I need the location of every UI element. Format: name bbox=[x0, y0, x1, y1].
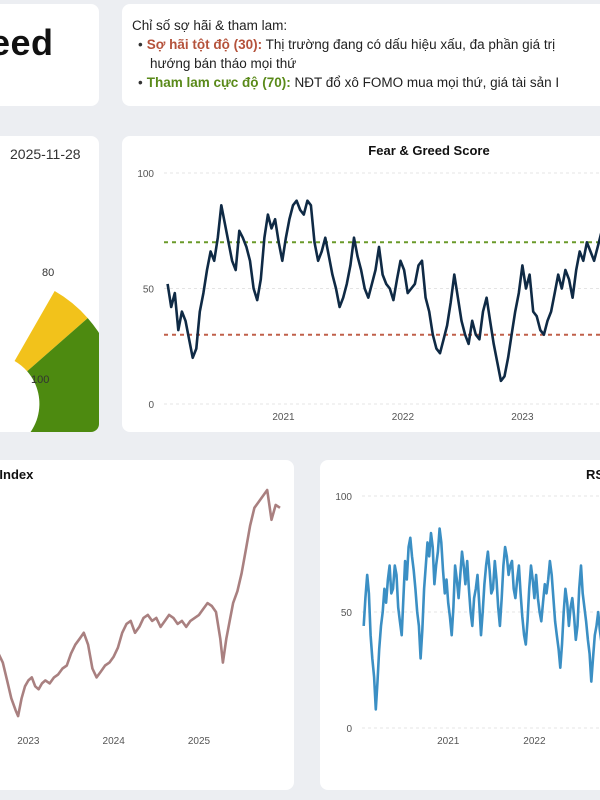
fear-greed-ytick-label: 50 bbox=[143, 285, 155, 296]
fear-greed-chart: Fear & Greed Score 0 50 100 2021 2022 2023 bbox=[137, 143, 600, 423]
legend-text: Chỉ số sợ hãi & tham lam: • Sợ hãi tột độ… bbox=[132, 16, 559, 92]
legend-fear-row: • Sợ hãi tột độ (30): Thị trường đang có … bbox=[138, 37, 556, 52]
gauge-yellow-segment bbox=[14, 291, 88, 372]
gauge-green-segment bbox=[27, 318, 99, 432]
rsi-series-line bbox=[362, 527, 600, 711]
fear-greed-xtick-label: 2021 bbox=[272, 412, 295, 423]
legend-card: Chỉ số sợ hãi & tham lam: • Sợ hãi tột độ… bbox=[122, 4, 600, 106]
gauge-tick-100: 100 bbox=[31, 374, 49, 386]
rsi-ytick-label: 100 bbox=[335, 492, 352, 503]
nindex-title: NIndex bbox=[0, 467, 34, 482]
fear-greed-xtick-label: 2023 bbox=[511, 412, 534, 423]
page-title: eed bbox=[0, 22, 54, 63]
gauge-svg: 80 100 bbox=[14, 267, 99, 432]
nindex-xtick-label: 2024 bbox=[103, 736, 126, 747]
gauge-date: 2025-11-28 bbox=[10, 146, 81, 162]
fear-label: Sợ hãi tột độ (30): bbox=[146, 37, 263, 52]
rsi-xtick-label: 2022 bbox=[523, 736, 546, 747]
title-card: eed bbox=[0, 4, 99, 106]
rsi-ytick-label: 50 bbox=[341, 608, 353, 619]
fear-greed-series-line bbox=[166, 199, 600, 383]
fear-greed-xtick-label: 2022 bbox=[392, 412, 415, 423]
rsi-title: RS bbox=[586, 467, 600, 482]
nindex-xtick-label: 2023 bbox=[17, 736, 40, 747]
nindex-chart-card: NIndex 2023 2024 2025 bbox=[0, 460, 294, 790]
rsi-xtick-label: 2021 bbox=[437, 736, 460, 747]
nindex-series-line bbox=[0, 488, 281, 718]
nindex-chart: NIndex 2023 2024 2025 bbox=[0, 467, 281, 747]
greed-text: NĐT đổ xô FOMO mua mọi thứ, giá tài sản … bbox=[290, 75, 560, 90]
rsi-ytick-label: 0 bbox=[346, 724, 352, 735]
fear-text: Thị trường đang có dấu hiệu xấu, đa phần… bbox=[262, 37, 556, 52]
fear-greed-chart-card: Fear & Greed Score 0 50 100 2021 2022 2023 bbox=[122, 136, 600, 432]
gauge-card: 2025-11-28 80 100 bbox=[0, 136, 99, 432]
rsi-chart: RS 0 50 100 2021 2022 bbox=[335, 467, 600, 747]
gauge-tick-80: 80 bbox=[42, 267, 54, 279]
nindex-xtick-label: 2025 bbox=[188, 736, 211, 747]
fear-greed-ytick-label: 100 bbox=[137, 169, 154, 180]
legend-greed-row: • Tham lam cực độ (70): NĐT đổ xô FOMO mu… bbox=[138, 75, 560, 90]
greed-label: Tham lam cực độ (70): bbox=[146, 75, 291, 90]
rsi-chart-card: RS 0 50 100 2021 2022 bbox=[320, 460, 600, 790]
fear-text-continued: hướng bán tháo mọi thứ bbox=[150, 56, 297, 71]
legend-intro: Chỉ số sợ hãi & tham lam: bbox=[132, 18, 288, 33]
fear-greed-title: Fear & Greed Score bbox=[368, 143, 489, 158]
fear-greed-ytick-label: 0 bbox=[148, 400, 154, 411]
